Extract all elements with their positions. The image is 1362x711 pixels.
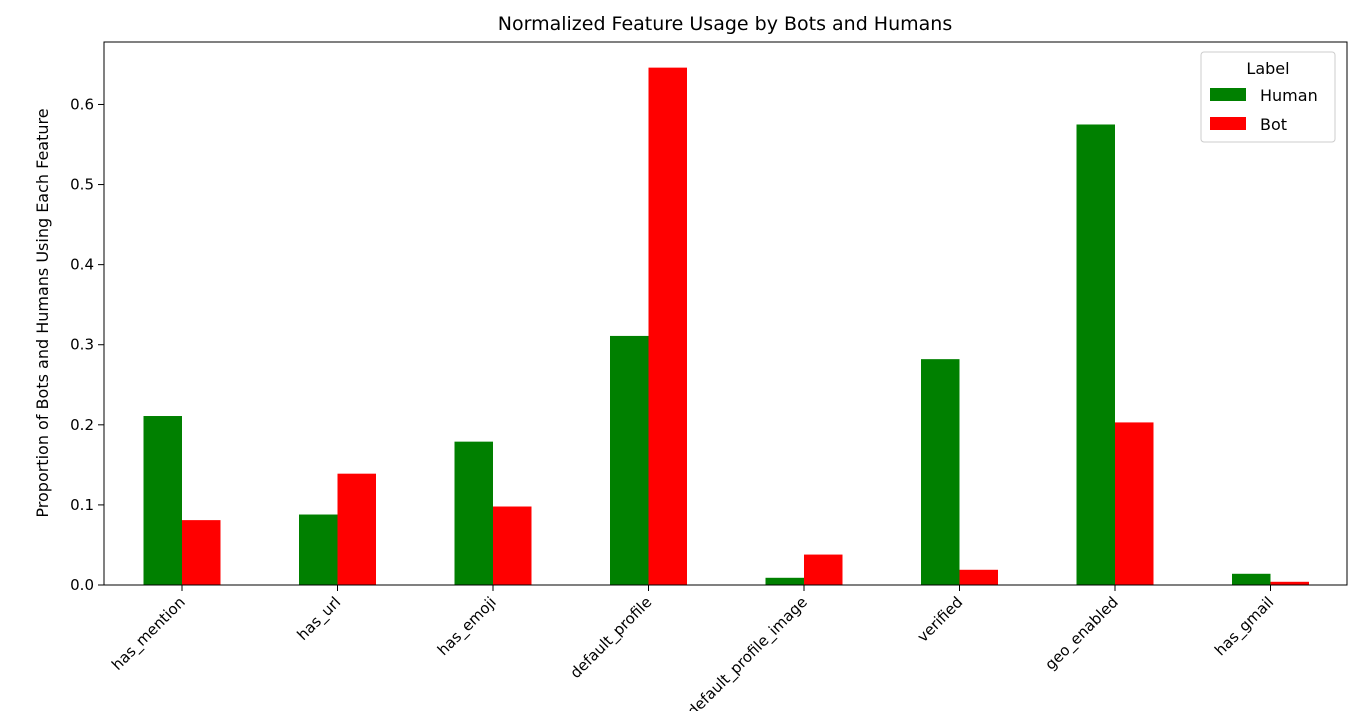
- legend: Label Human Bot: [1200, 51, 1336, 143]
- legend-label-human: Human: [1260, 86, 1318, 105]
- legend-swatch-bot: [1210, 117, 1246, 130]
- y-tick-label: 0.6: [70, 95, 94, 113]
- bar-bot-has_gmail: [1270, 581, 1309, 585]
- bar-bot-has_emoji: [493, 506, 532, 585]
- legend-label-bot: Bot: [1260, 115, 1287, 134]
- y-tick-label: 0.1: [70, 496, 94, 514]
- y-axis-label: Proportion of Bots and Humans Using Each…: [33, 108, 52, 517]
- bar-human-has_url: [299, 514, 338, 585]
- bar-bot-geo_enabled: [1115, 422, 1154, 585]
- bar-bot-verified: [959, 569, 998, 585]
- bar-bot-default_profile_image: [804, 554, 843, 585]
- bars-layer: [143, 67, 1309, 586]
- bar-human-has_mention: [143, 416, 182, 585]
- bar-human-verified: [921, 359, 960, 585]
- bar-human-default_profile: [610, 335, 649, 585]
- legend-title: Label: [1246, 59, 1289, 78]
- bar-bot-has_url: [337, 473, 376, 585]
- x-tick-label-has_emoji: has_emoji: [434, 593, 501, 660]
- bar-human-default_profile_image: [765, 577, 804, 585]
- x-axis: has_mention has_url has_emoji default_profi…: [108, 585, 1278, 711]
- bar-human-has_emoji: [454, 441, 493, 585]
- bar-bot-has_mention: [182, 520, 221, 585]
- y-tick-label: 0.2: [70, 416, 94, 434]
- x-tick-label-geo_enabled: geo_enabled: [1041, 593, 1122, 674]
- bar-bot-default_profile: [648, 67, 687, 586]
- y-tick-label: 0.3: [70, 336, 94, 354]
- x-tick-label-has_gmail: has_gmail: [1211, 593, 1278, 660]
- plot-frame: [103, 41, 1348, 586]
- y-tick-label: 0.5: [70, 176, 94, 194]
- legend-swatch-human: [1210, 88, 1246, 101]
- x-tick-label-has_url: has_url: [294, 593, 346, 645]
- x-tick-label-default_profile_image: default_profile_image: [684, 593, 812, 711]
- y-axis: 0.0 0.1 0.2 0.3 0.4 0.5 0.6: [70, 95, 104, 594]
- x-tick-label-default_profile: default_profile: [566, 593, 656, 683]
- x-tick-label-has_mention: has_mention: [108, 593, 189, 674]
- chart-title: Normalized Feature Usage by Bots and Hum…: [498, 13, 952, 35]
- bar-human-geo_enabled: [1076, 124, 1115, 585]
- bar-human-has_gmail: [1232, 573, 1271, 585]
- y-tick-label: 0.4: [70, 256, 94, 274]
- x-tick-label-verified: verified: [914, 593, 967, 646]
- y-tick-label: 0.0: [70, 576, 94, 594]
